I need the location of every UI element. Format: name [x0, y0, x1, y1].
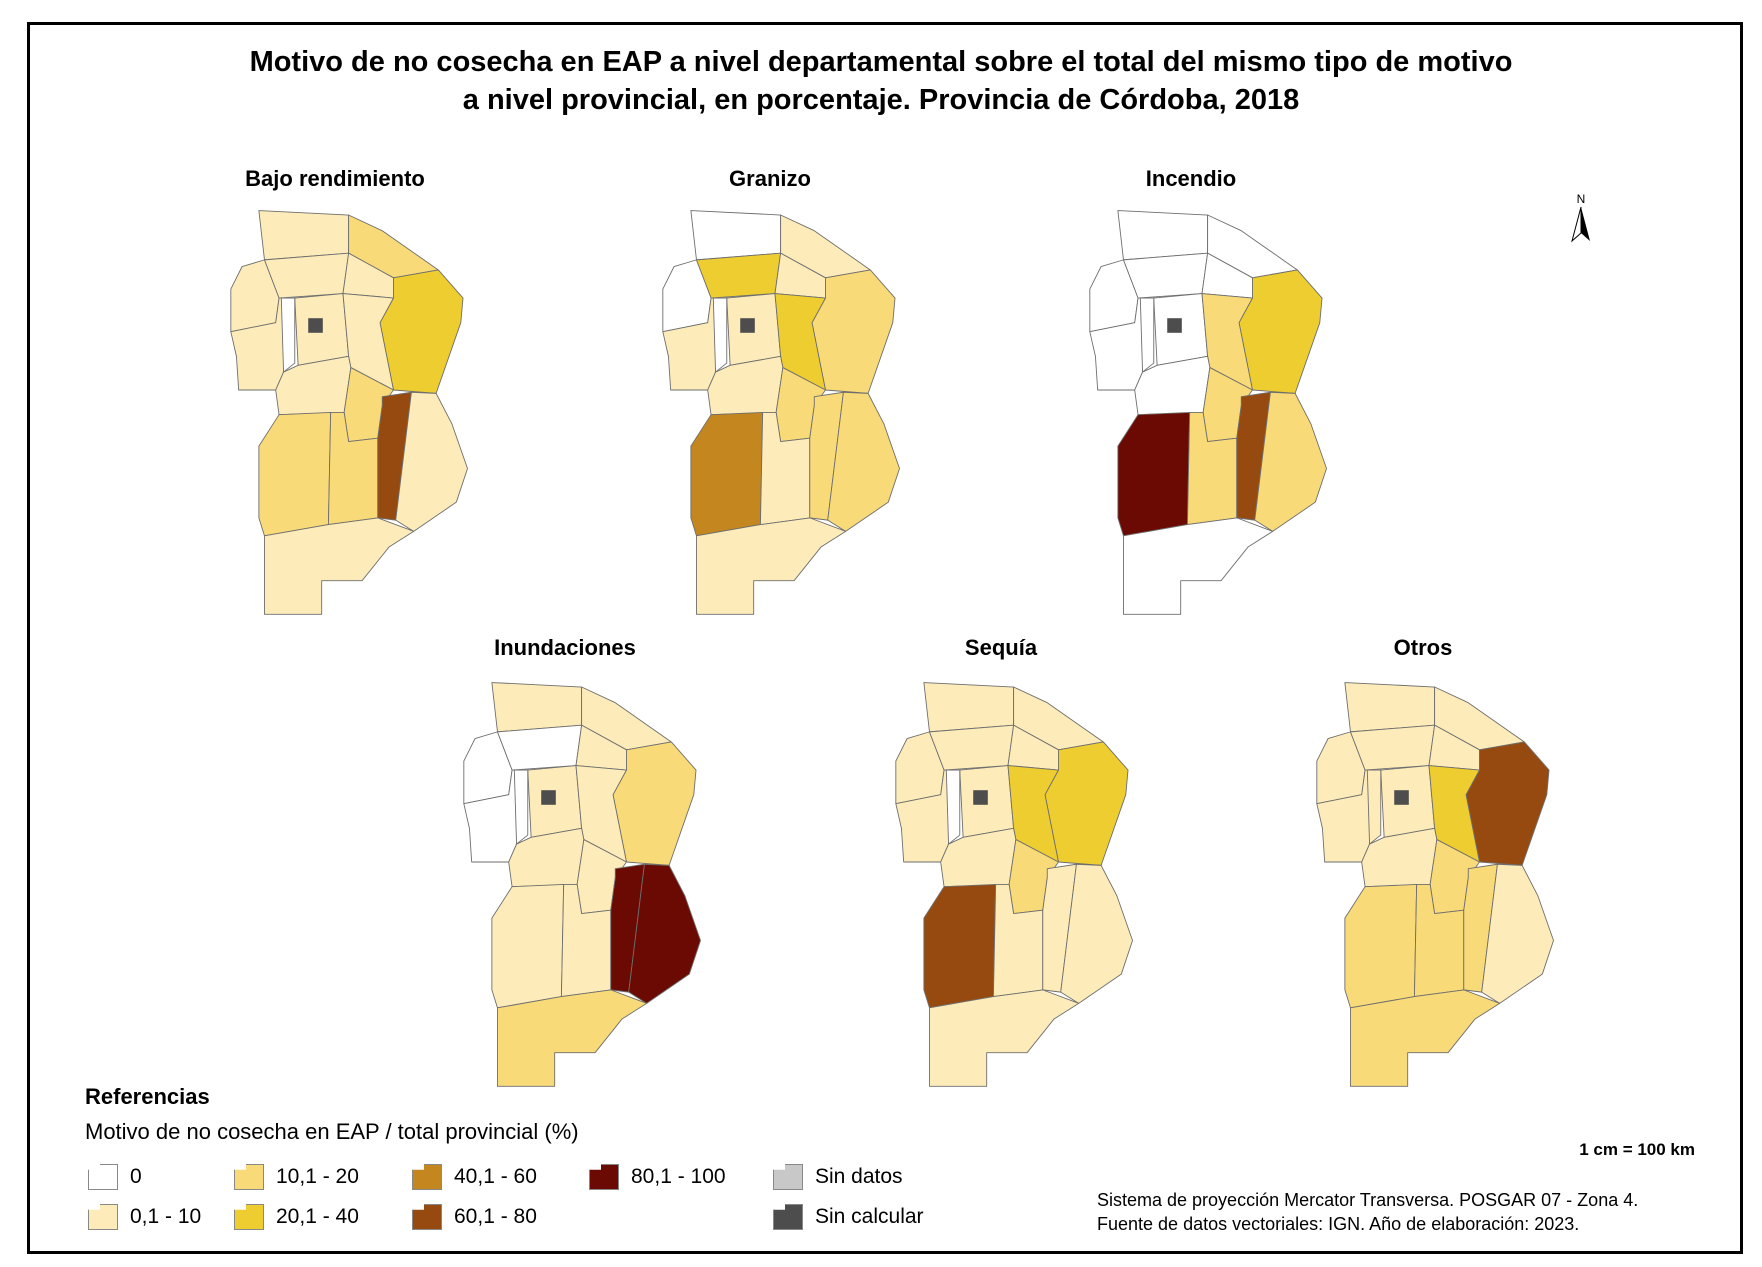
- map-title-incendio: Incendio: [1145, 166, 1237, 191]
- department-d17: [1481, 863, 1554, 1004]
- legend-label: 0,1 - 10: [130, 1205, 202, 1228]
- department-d4: [929, 724, 1015, 771]
- legend-label: 40,1 - 60: [454, 1165, 537, 1188]
- department-d1: [1344, 682, 1436, 733]
- legend-label: 10,1 - 20: [276, 1165, 359, 1188]
- legend-swatch: [234, 1164, 264, 1190]
- legend-label: 20,1 - 40: [276, 1205, 359, 1228]
- department-d4: [497, 724, 583, 771]
- choropleth-map-otros: [1316, 682, 1554, 1087]
- legend-swatch: [88, 1164, 118, 1190]
- legend-swatch: [88, 1204, 118, 1230]
- department-d14: [923, 883, 997, 1009]
- legend-label: 0: [130, 1165, 142, 1188]
- legend-swatch: [773, 1204, 803, 1230]
- legend-item-20-40: 20,1 - 40: [234, 1204, 359, 1230]
- source-note: Fuente de datos vectoriales: IGN. Año de…: [1097, 1214, 1580, 1234]
- department-d14: [491, 883, 565, 1009]
- legend-title: Referencias: [85, 1084, 210, 1109]
- department-d7: [712, 297, 728, 373]
- legend-item-60-80: 60,1 - 80: [412, 1204, 537, 1230]
- legend-label: Sin calcular: [815, 1205, 924, 1228]
- map-title-granizo: Granizo: [729, 166, 811, 191]
- figure-title-line-1: Motivo de no cosecha en EAP a nivel depa…: [249, 46, 1513, 78]
- legend-label: 60,1 - 80: [454, 1205, 537, 1228]
- department-d7: [1366, 769, 1382, 845]
- department-d1: [1117, 210, 1209, 261]
- choropleth-map-granizo: [662, 210, 900, 615]
- figure-frame: [27, 22, 1743, 1254]
- legend-label: 80,1 - 100: [631, 1165, 726, 1188]
- department-d4: [1350, 724, 1436, 771]
- department-d4: [1123, 252, 1209, 299]
- north-arrow-icon: [1571, 206, 1590, 243]
- department-d1: [491, 682, 583, 733]
- department-d18: [264, 517, 415, 615]
- department-capital-sin-calcular: [740, 318, 755, 333]
- legend-item-0: 0: [88, 1164, 142, 1190]
- legend-subtitle: Motivo de no cosecha en EAP / total prov…: [85, 1119, 579, 1144]
- choropleth-map-incendio: [1089, 210, 1327, 615]
- choropleth-map-sequia: [895, 682, 1133, 1087]
- legend-swatch: [234, 1204, 264, 1230]
- legend-item-0-1-10: 0,1 - 10: [88, 1204, 201, 1230]
- department-d4: [696, 252, 782, 299]
- scale-text: 1 cm = 100 km: [1579, 1140, 1695, 1159]
- department-d7: [280, 297, 296, 373]
- department-d17: [1060, 863, 1133, 1004]
- legend-label: Sin datos: [815, 1165, 903, 1188]
- legend-swatch: [773, 1164, 803, 1190]
- legend-item-80-100: 80,1 - 100: [589, 1164, 726, 1190]
- map-title-sequia: Sequía: [964, 635, 1038, 660]
- department-capital-sin-calcular: [541, 790, 556, 805]
- department-d14: [1344, 883, 1418, 1009]
- department-d18: [696, 517, 847, 615]
- north-arrow: N: [1568, 193, 1594, 249]
- department-d18: [1350, 989, 1501, 1087]
- department-d7: [1139, 297, 1155, 373]
- map-title-bajo-rendimiento: Bajo rendimiento: [245, 166, 425, 191]
- department-d14: [690, 411, 764, 537]
- projection-note: Sistema de proyección Mercator Transvers…: [1097, 1190, 1639, 1210]
- legend-item-40-60: 40,1 - 60: [412, 1164, 537, 1190]
- department-d1: [690, 210, 782, 261]
- legend-swatch: [412, 1204, 442, 1230]
- legend-item-10-20: 10,1 - 20: [234, 1164, 359, 1190]
- department-d17: [395, 391, 468, 532]
- department-d17: [827, 391, 900, 532]
- department-capital-sin-calcular: [308, 318, 323, 333]
- legend-swatch: [589, 1164, 619, 1190]
- department-d14: [1117, 411, 1191, 537]
- choropleth-map-bajo-rendimiento: [230, 210, 468, 615]
- department-d7: [945, 769, 961, 845]
- department-d17: [628, 863, 701, 1004]
- department-d17: [1254, 391, 1327, 532]
- map-title-inundaciones: Inundaciones: [494, 635, 636, 660]
- department-capital-sin-calcular: [1167, 318, 1182, 333]
- department-capital-sin-calcular: [1394, 790, 1409, 805]
- department-d7: [513, 769, 529, 845]
- figure-title-line-2: a nivel provincial, en porcentaje. Provi…: [462, 84, 1300, 116]
- department-d1: [258, 210, 350, 261]
- choropleth-map-inundaciones: [463, 682, 701, 1087]
- department-d18: [497, 989, 648, 1087]
- legend-swatch: [412, 1164, 442, 1190]
- department-d1: [923, 682, 1015, 733]
- north-label: N: [1576, 192, 1586, 206]
- map-title-otros: Otros: [1393, 635, 1453, 660]
- department-d18: [929, 989, 1080, 1087]
- department-capital-sin-calcular: [973, 790, 988, 805]
- department-d4: [264, 252, 350, 299]
- legend-item-sin-calcular: Sin calcular: [773, 1204, 924, 1230]
- department-d14: [258, 411, 332, 537]
- legend-item-sin-datos: Sin datos: [773, 1164, 903, 1190]
- department-d18: [1123, 517, 1274, 615]
